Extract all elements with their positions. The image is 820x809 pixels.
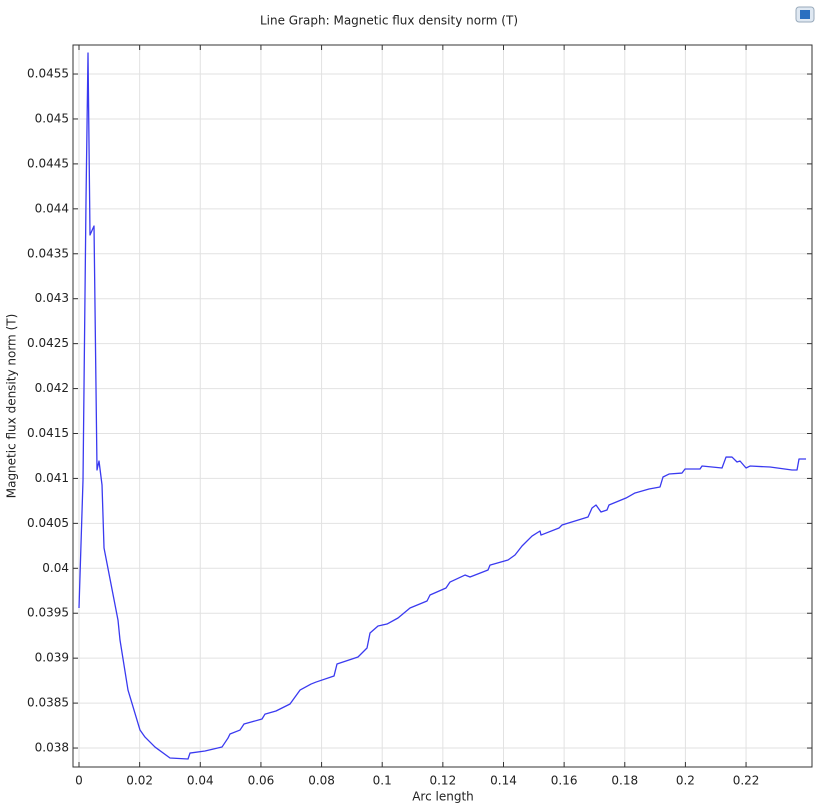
y-tick-label: 0.042 [35,381,69,395]
y-tick-label: 0.041 [35,471,69,485]
data-line [78,52,807,760]
y-tick-label: 0.0415 [27,426,69,440]
x-tick-label: 0.12 [429,774,456,788]
y-tick-label: 0.045 [35,111,69,125]
x-tick-label: 0.14 [490,774,517,788]
x-tick-label: 0.08 [308,774,335,788]
icon-glyph[interactable] [800,10,810,19]
x-tick-label: 0.18 [611,774,638,788]
chart-title: Line Graph: Magnetic flux density norm (… [260,14,518,28]
x-tick-label: 0.1 [373,774,392,788]
x-tick-label: 0.16 [551,774,578,788]
x-tick-label: 0.22 [733,774,760,788]
y-tick-label: 0.0445 [27,156,69,170]
icon[interactable] [795,6,815,23]
y-tick-label: 0.0385 [27,696,69,710]
plot-frame [72,44,813,768]
y-tick-label: 0.039 [35,651,69,665]
y-tick-label: 0.043 [35,291,69,305]
x-tick-label: 0.06 [248,774,275,788]
x-tick-label: 0 [75,774,83,788]
y-tick-label: 0.044 [35,201,69,215]
x-tick-label: 0.2 [676,774,695,788]
y-tick-label: 0.04 [42,561,69,575]
x-tick-label: 0.02 [126,774,153,788]
x-axis-label: Arc length [412,790,474,804]
y-tick-label: 0.0455 [27,67,69,81]
y-tick-label: 0.0405 [27,516,69,530]
y-tick-label: 0.0395 [27,606,69,620]
y-tick-label: 0.038 [35,741,69,755]
y-tick-label: 0.0435 [27,246,69,260]
y-axis-label: Magnetic flux density norm (T) [5,314,19,499]
y-tick-label: 0.0425 [27,336,69,350]
x-tick-label: 0.04 [187,774,214,788]
